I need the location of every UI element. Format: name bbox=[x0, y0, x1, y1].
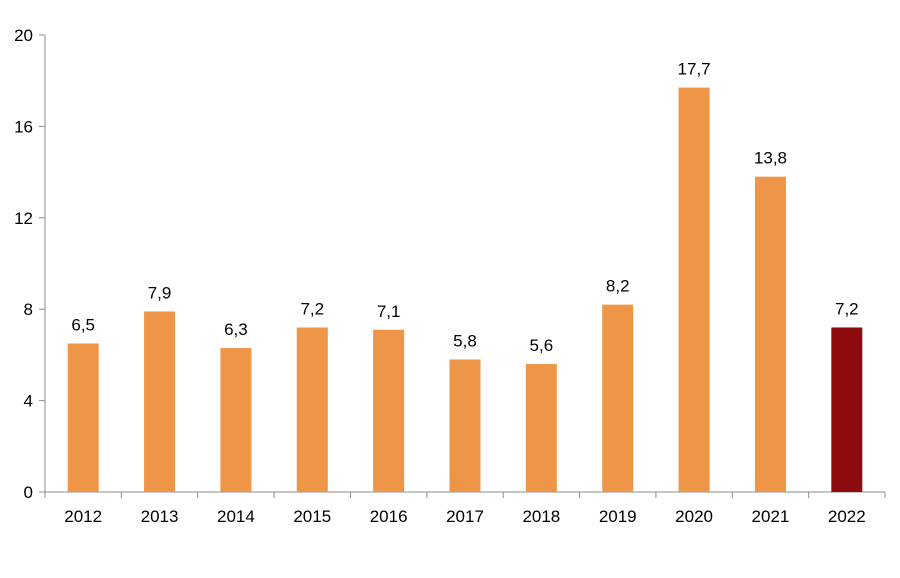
x-tick-label: 2012 bbox=[64, 507, 102, 526]
data-labels-group: 6,5 7,9 6,3 7,2 7,1 5,8 5,6 8,2 17,7 13,8 7,2 bbox=[71, 60, 858, 355]
y-tick-label: 4 bbox=[24, 392, 33, 411]
data-label-2021: 13,8 bbox=[754, 149, 787, 168]
bar-2019 bbox=[602, 304, 634, 492]
data-label-2019: 8,2 bbox=[606, 277, 630, 296]
x-tick-label: 2014 bbox=[217, 507, 255, 526]
data-label-2015: 7,2 bbox=[300, 299, 324, 318]
bar-2016 bbox=[373, 329, 405, 492]
bar-2017 bbox=[449, 359, 481, 492]
x-tick-label: 2013 bbox=[141, 507, 179, 526]
bar-2012 bbox=[67, 343, 99, 492]
x-axis-ticks: 2012 2013 2014 2015 2016 2017 2018 2019 2020 2021… bbox=[44, 492, 886, 526]
y-tick-label: 12 bbox=[14, 209, 33, 228]
data-label-2014: 6,3 bbox=[224, 320, 248, 339]
data-label-2017: 5,8 bbox=[453, 331, 477, 350]
data-label-2020: 17,7 bbox=[678, 60, 711, 79]
y-tick-label: 20 bbox=[14, 26, 33, 45]
x-tick-label: 2020 bbox=[675, 507, 713, 526]
x-tick-label: 2016 bbox=[370, 507, 408, 526]
data-label-2022: 7,2 bbox=[835, 299, 859, 318]
bar-2020 bbox=[678, 87, 710, 493]
bar-2015 bbox=[296, 327, 328, 492]
bars-group bbox=[67, 87, 863, 493]
data-label-2018: 5,6 bbox=[530, 336, 554, 355]
bar-2022 bbox=[831, 327, 863, 492]
y-tick-label: 8 bbox=[24, 300, 33, 319]
x-tick-label: 2018 bbox=[522, 507, 560, 526]
data-label-2013: 7,9 bbox=[148, 283, 172, 302]
data-label-2012: 6,5 bbox=[71, 315, 95, 334]
bar-2018 bbox=[525, 364, 557, 492]
x-tick-label: 2019 bbox=[599, 507, 637, 526]
y-axis-ticks: 0 4 8 12 16 20 bbox=[14, 26, 45, 502]
data-label-2016: 7,1 bbox=[377, 302, 401, 321]
y-tick-label: 16 bbox=[14, 117, 33, 136]
bar-2014 bbox=[220, 348, 252, 492]
x-tick-label: 2017 bbox=[446, 507, 484, 526]
x-tick-label: 2022 bbox=[828, 507, 866, 526]
x-tick-label: 2021 bbox=[752, 507, 790, 526]
bar-2013 bbox=[144, 311, 176, 492]
x-tick-label: 2015 bbox=[293, 507, 331, 526]
y-tick-label: 0 bbox=[24, 483, 33, 502]
bar-2021 bbox=[754, 176, 786, 493]
